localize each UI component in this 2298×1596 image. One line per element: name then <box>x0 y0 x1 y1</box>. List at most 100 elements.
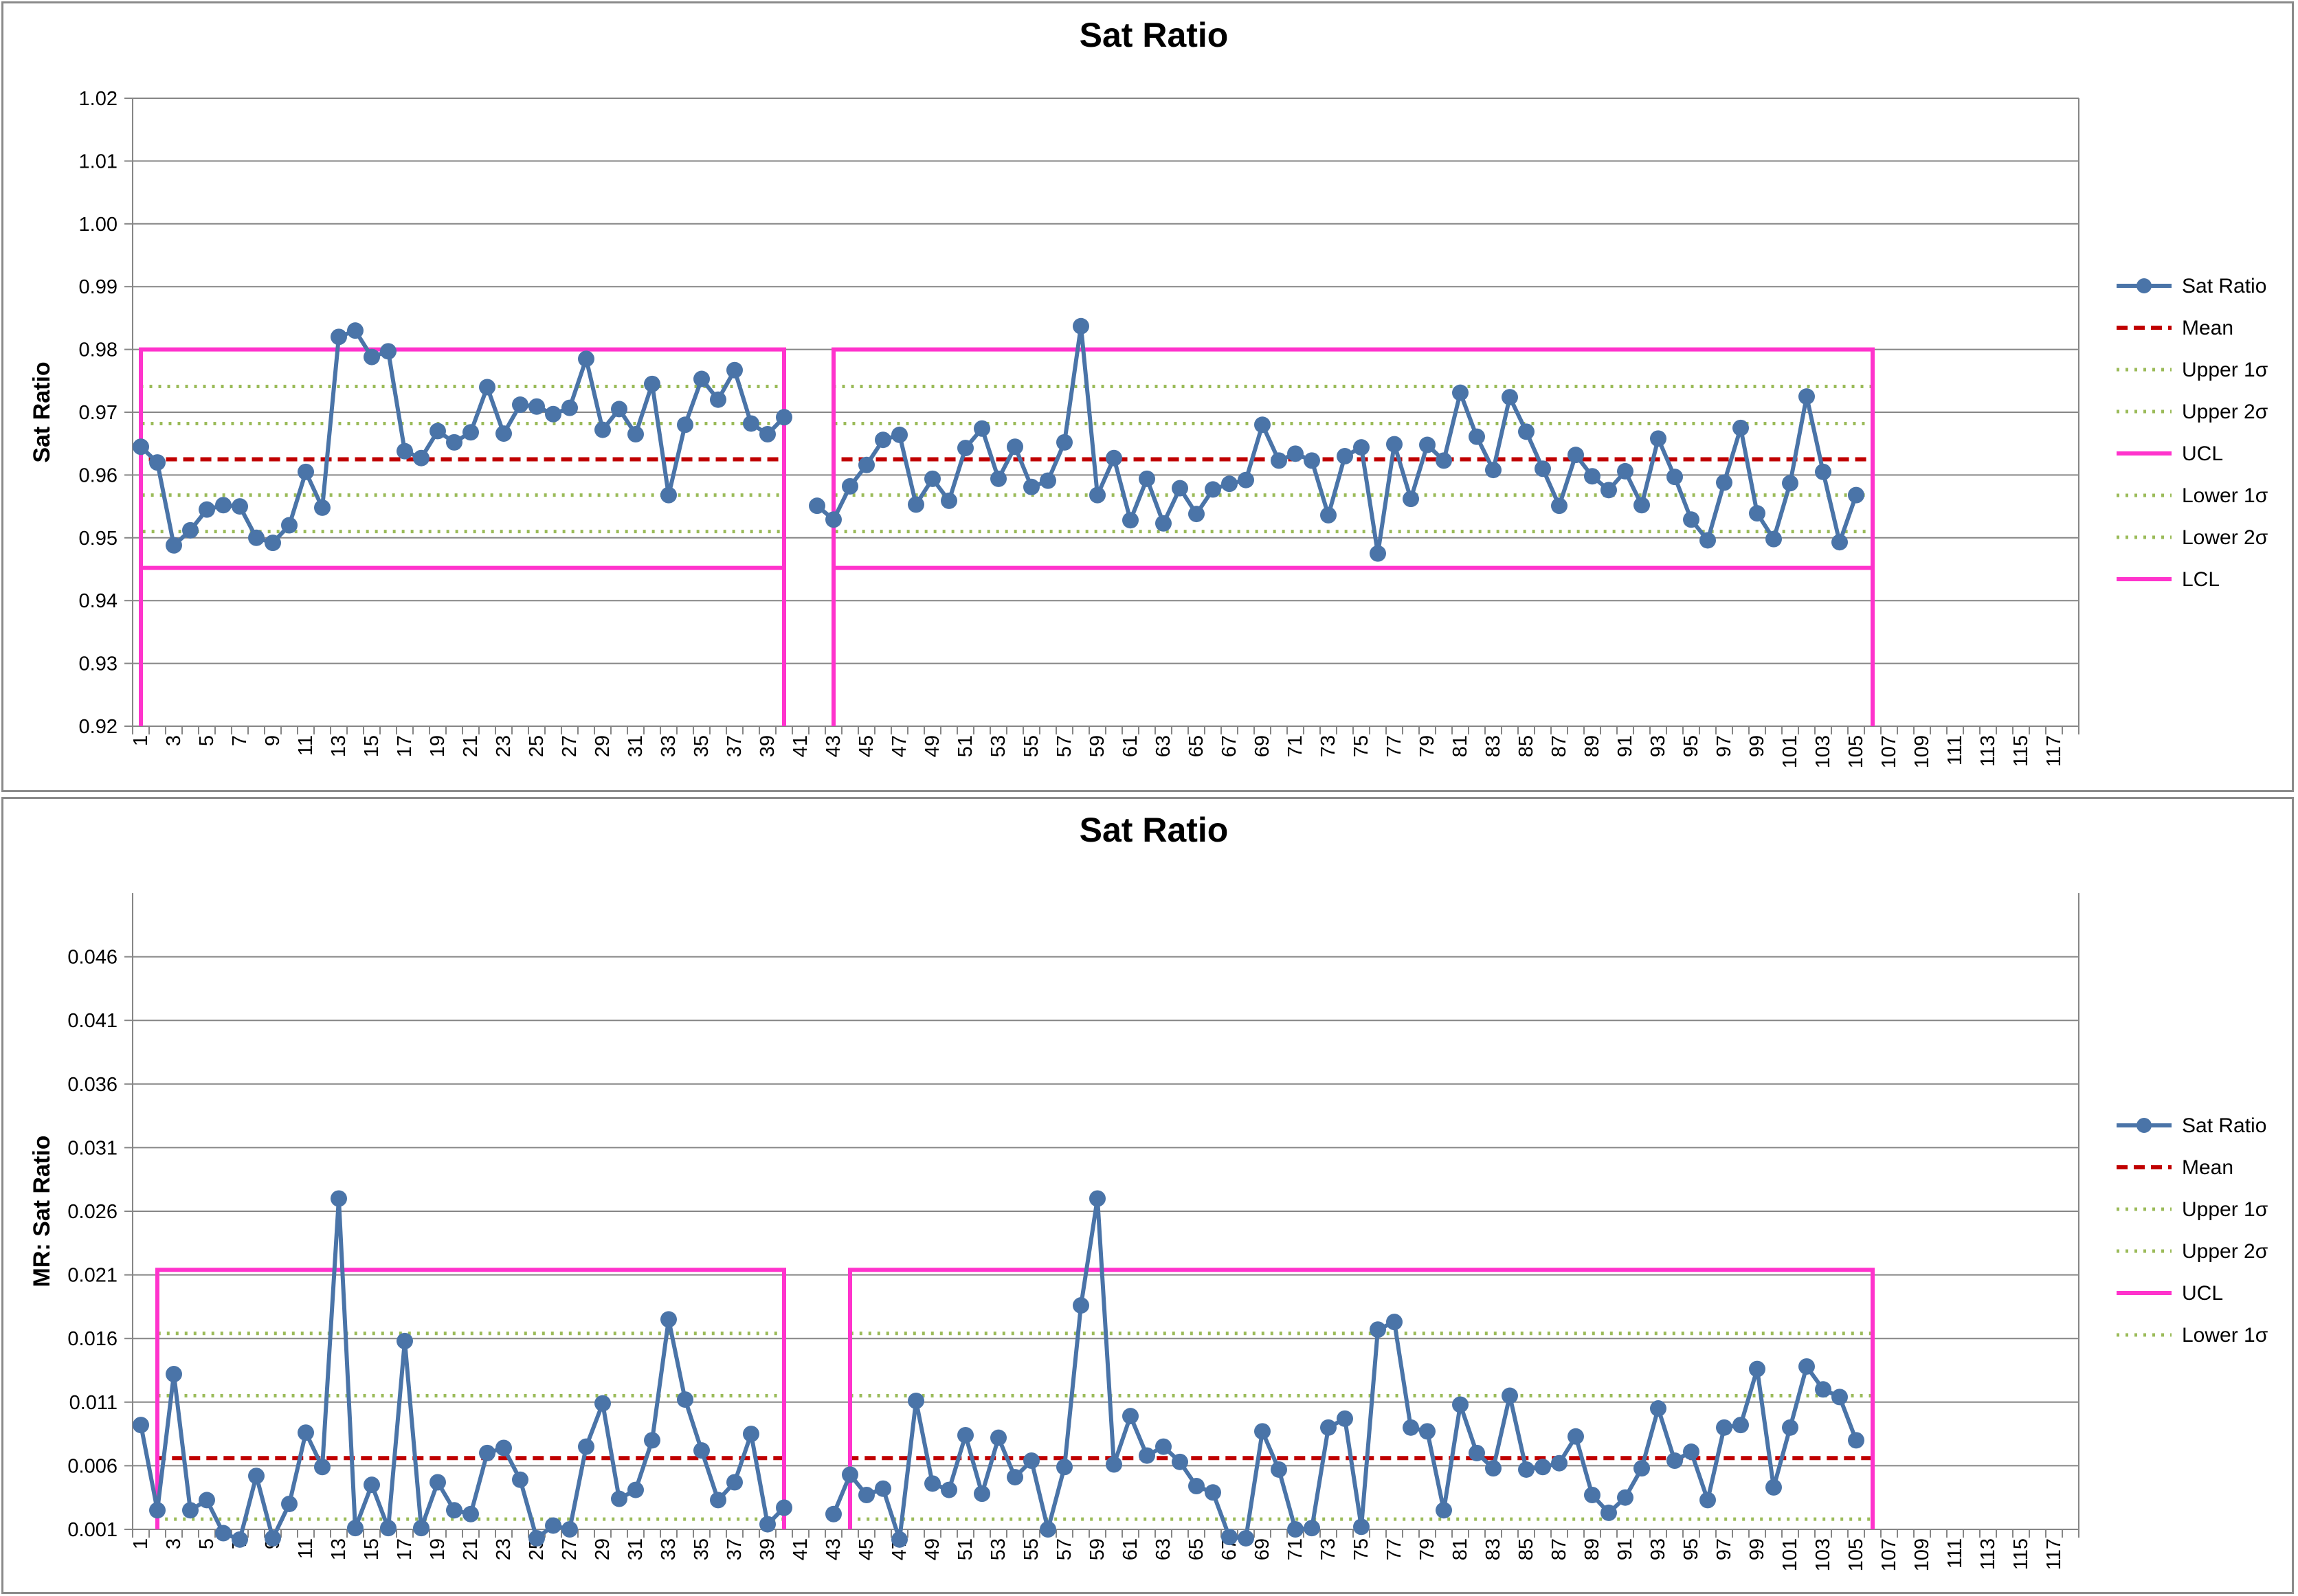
data-point <box>644 375 660 392</box>
x-tick-label: 89 <box>1581 1538 1603 1560</box>
x-tick-label: 55 <box>1020 1538 1042 1560</box>
ref-line-upper-1- <box>832 421 1875 726</box>
data-point <box>1254 416 1271 434</box>
series-line <box>139 1196 786 1542</box>
data-point <box>1452 384 1469 401</box>
data-point <box>710 1492 726 1509</box>
ref-line-ucl <box>139 347 786 726</box>
data-point <box>908 496 924 513</box>
data-point <box>776 409 792 426</box>
data-point <box>990 470 1007 487</box>
data-point <box>1353 439 1370 456</box>
x-tick-label: 7 <box>229 735 251 746</box>
x-tick-label: 65 <box>1185 1538 1207 1560</box>
x-tick-label: 89 <box>1581 735 1603 757</box>
y-tick-label: 0.98 <box>79 339 118 361</box>
legend-item: Upper 2σ <box>2117 401 2268 423</box>
data-point <box>1831 534 1848 551</box>
data-point <box>1089 486 1106 504</box>
chart-1: Sat Ratio Sat Ratio 0.92 0.93 0.94 0.95 0.96 0.… <box>29 16 2268 768</box>
ref-line-ucl <box>832 347 1875 726</box>
x-tick-label: 33 <box>658 735 680 757</box>
legend-label: LCL <box>2182 568 2220 591</box>
x-tick-label: 117 <box>2043 735 2065 767</box>
legend-item: Lower 2σ <box>2117 526 2268 549</box>
data-point <box>1798 388 1815 405</box>
data-point <box>1370 545 1386 562</box>
x-tick-label: 15 <box>361 1538 383 1560</box>
x-tick-label: 27 <box>559 735 581 757</box>
x-tick-label: 33 <box>658 1538 680 1560</box>
x-tick-label: 43 <box>823 1538 845 1560</box>
x-tick-label: 85 <box>1515 735 1537 757</box>
series-line <box>816 324 1858 556</box>
data-point <box>512 1471 528 1488</box>
y-tick-label: 0.94 <box>79 590 118 612</box>
x-tick-label: 5 <box>196 1538 218 1549</box>
data-point <box>1172 1453 1188 1470</box>
data-point <box>1732 419 1749 436</box>
data-point <box>1650 1400 1666 1417</box>
y-tick-label: 1.00 <box>79 214 118 236</box>
data-point <box>133 1417 149 1434</box>
y-tick-label: 0.99 <box>79 276 118 298</box>
data-point <box>1188 506 1205 523</box>
legend-label: Mean <box>2182 1156 2233 1179</box>
data-point <box>1205 481 1221 498</box>
x-tick-label: 3 <box>163 1538 185 1549</box>
data-point <box>397 442 413 460</box>
x-tick-label: 103 <box>1812 735 1834 768</box>
data-point <box>594 1395 611 1412</box>
x-tick-label: 53 <box>988 735 1009 757</box>
data-point <box>1831 1389 1848 1406</box>
data-point <box>1732 1417 1749 1434</box>
x-tick-label: 73 <box>1317 1538 1339 1560</box>
data-point <box>281 1495 298 1512</box>
data-point <box>364 348 380 366</box>
ref-line-lower-2- <box>139 530 786 726</box>
data-point <box>331 1190 347 1207</box>
data-point <box>1502 389 1518 406</box>
data-point <box>627 1481 644 1498</box>
x-tick-label: 87 <box>1548 735 1570 757</box>
data-point <box>1765 530 1782 548</box>
data-point <box>1337 1410 1353 1427</box>
x-tick-label: 101 <box>1779 1538 1801 1571</box>
data-point <box>957 440 974 457</box>
legend-label: Upper 1σ <box>2182 359 2268 381</box>
data-point <box>298 1424 314 1441</box>
x-tick-label: 81 <box>1449 735 1471 757</box>
ref-line-upper-1- <box>848 1394 1875 1529</box>
x-tick-label: 13 <box>328 735 350 757</box>
x-tick-label: 23 <box>493 1538 515 1560</box>
data-point <box>1221 1529 1238 1546</box>
data-point <box>974 1485 990 1503</box>
x-tick-label: 61 <box>1119 1538 1141 1560</box>
x-tick-label: 113 <box>1977 1538 1999 1570</box>
data-point <box>1699 1492 1716 1509</box>
data-point <box>1386 1314 1403 1331</box>
y-tick-label: 0.021 <box>67 1265 118 1287</box>
y-tick-label: 0.93 <box>79 653 118 675</box>
data-point <box>1699 532 1716 549</box>
data-point <box>1238 1529 1254 1547</box>
legend-item: Lower 1σ <box>2117 1324 2268 1347</box>
y-tick-label: 0.001 <box>67 1519 118 1541</box>
legend-item: UCL <box>2117 442 2223 465</box>
ref-line-ucl <box>848 1268 1875 1529</box>
data-point <box>1040 1521 1056 1538</box>
x-tick-label: 79 <box>1416 1538 1438 1560</box>
data-point <box>512 396 528 414</box>
data-point <box>842 1466 858 1483</box>
chart-2: Sat Ratio MR: Sat Ratio 0.001 0.006 0.011 0.0… <box>29 811 2268 1571</box>
x-tick-label: 59 <box>1086 1538 1108 1560</box>
x-tick-label: 57 <box>1053 1538 1075 1560</box>
data-point <box>1485 462 1502 479</box>
x-tick-label: 65 <box>1185 735 1207 757</box>
x-tick-label: 115 <box>2010 1538 2032 1570</box>
x-tick-label: 93 <box>1647 735 1669 757</box>
x-tick-label: 37 <box>724 1538 746 1560</box>
data-point <box>842 477 858 495</box>
data-point <box>1600 1504 1617 1521</box>
x-tick-label: 111 <box>1944 735 1966 765</box>
